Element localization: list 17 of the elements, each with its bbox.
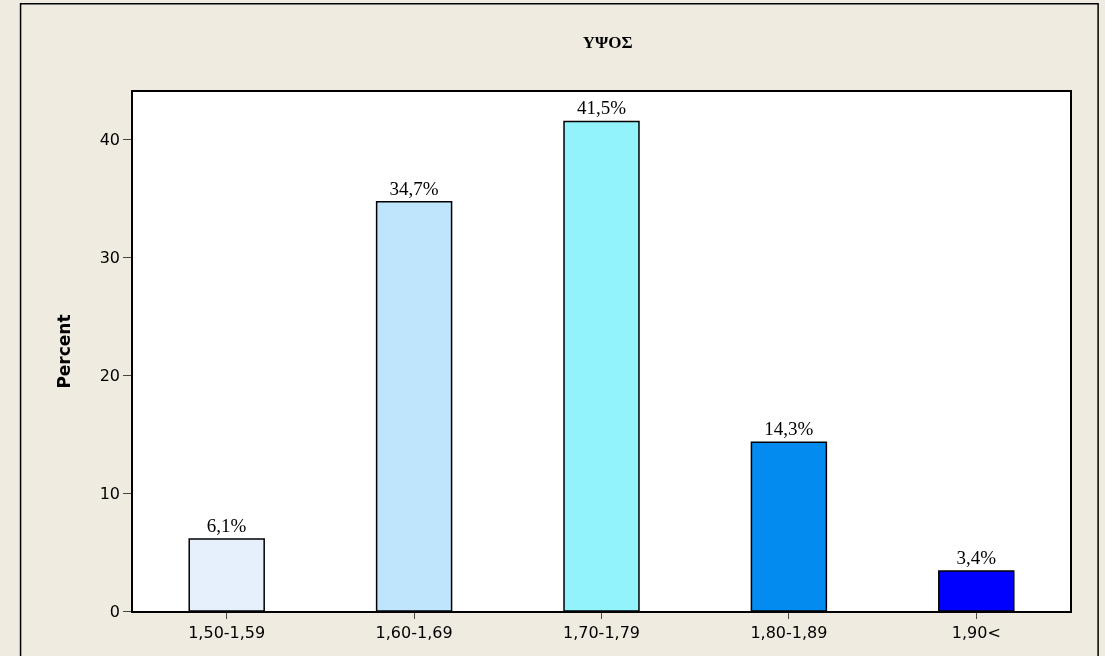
data-label: 14,3% <box>764 418 814 440</box>
x-tick-label: 1,70-1,79 <box>562 622 641 642</box>
y-tick-label: 0 <box>109 601 121 621</box>
x-tick-label: 1,80-1,89 <box>750 622 828 642</box>
data-label: 41,5% <box>576 97 627 119</box>
chart-title: ΥΨΟΣ <box>582 32 633 52</box>
x-tick-label: 1,60-1,69 <box>375 622 453 642</box>
y-tick-label: 30 <box>99 247 121 267</box>
data-label: 3,4% <box>956 546 997 568</box>
data-label: 34,7% <box>389 177 439 199</box>
y-tick-label: 10 <box>99 483 121 503</box>
x-tick-label: 1,90< <box>951 622 1001 642</box>
x-tick-label: 1,50-1,59 <box>188 622 266 642</box>
y-tick-label: 40 <box>99 129 121 149</box>
y-axis-title: Percent <box>53 314 74 389</box>
y-tick-label: 20 <box>99 365 121 385</box>
data-label: 6,1% <box>206 515 247 537</box>
